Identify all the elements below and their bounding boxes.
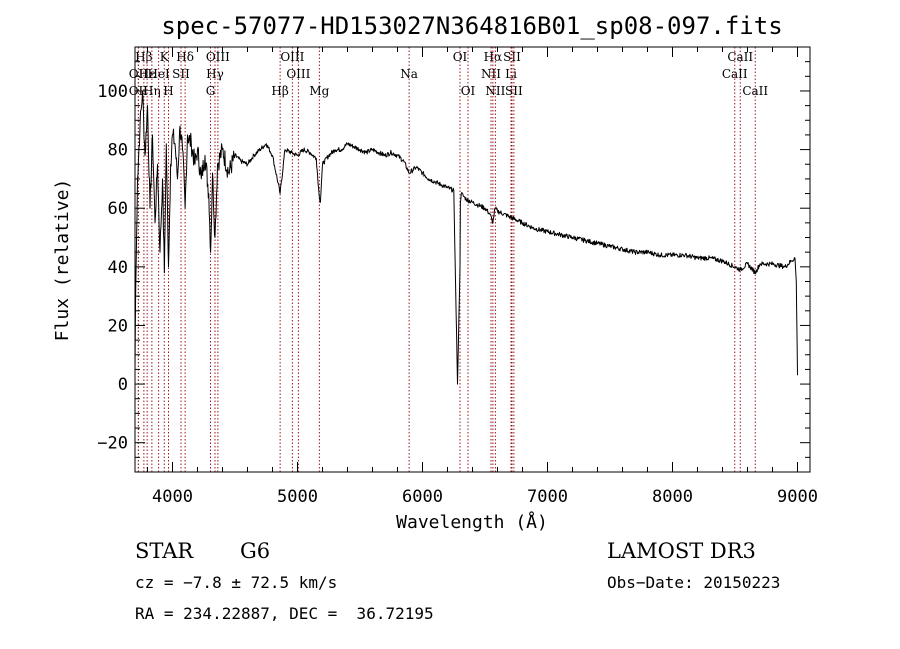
- y-tick-label: 60: [108, 199, 128, 219]
- axis-ticks: 4000 5000 6000 7000 8000 9000 −20 0 20 40 60 80 100: [97, 47, 818, 507]
- flux-series-line: [134, 90, 798, 385]
- x-tick-label: 5000: [277, 487, 318, 507]
- spectral-line-label: OII: [129, 67, 149, 81]
- y-tick-label: 80: [108, 141, 128, 161]
- y-tick-label: 0: [118, 375, 128, 395]
- x-axis-label: Wavelength (Å): [396, 511, 548, 533]
- spectral-line-label: Hβ: [135, 50, 152, 64]
- info-panel: STAR G6 LAMOST DR3 cz = −7.8 ± 72.5 km/s…: [135, 539, 780, 623]
- spectral-line-label: OI: [461, 84, 476, 98]
- class-label: STAR: [135, 539, 194, 563]
- y-tick-label: 100: [97, 82, 128, 102]
- x-tick-label: 9000: [777, 487, 818, 507]
- y-tick-label: 20: [108, 316, 128, 336]
- spectral-line-label: CaII: [722, 67, 748, 81]
- spectral-line-label: H: [163, 84, 173, 98]
- y-axis-label: Flux (relative): [52, 179, 73, 342]
- obs-date-text: Obs−Date: 20150223: [607, 573, 780, 592]
- spectral-line-label: OIII: [206, 50, 230, 64]
- spectral-line-label: Hη: [143, 84, 161, 98]
- x-tick-label: 8000: [652, 487, 693, 507]
- y-tick-label: −20: [97, 434, 128, 454]
- x-tick-label: 6000: [402, 487, 443, 507]
- spectral-line-label: Mg: [309, 84, 329, 98]
- spectral-line-label: Na: [400, 67, 418, 81]
- spectral-line-label: SII: [505, 84, 523, 98]
- spectral-line-label: NII: [485, 84, 505, 98]
- spectral-line-label: Hδ: [176, 50, 194, 64]
- survey-label: LAMOST DR3: [607, 539, 756, 563]
- spectral-line-label: OIII: [280, 50, 304, 64]
- x-tick-label: 4000: [152, 487, 193, 507]
- subclass-label: G6: [240, 539, 270, 563]
- spectral-line-label: K: [160, 50, 170, 64]
- series-layer: [134, 90, 798, 385]
- spectral-line-label: HeI: [147, 67, 170, 81]
- spectral-line-label: Hε: [139, 67, 156, 81]
- spectral-line-label: OI: [453, 50, 468, 64]
- spectral-line-label: Hγ: [206, 67, 224, 81]
- redshift-text: cz = −7.8 ± 72.5 km/s: [135, 573, 337, 592]
- spectral-line-label: G: [206, 84, 216, 98]
- spectral-line-label: SII: [172, 67, 190, 81]
- spectral-line-label: Hα: [484, 50, 503, 64]
- y-tick-label: 40: [108, 258, 128, 278]
- spectral-line-label: CaII: [742, 84, 768, 98]
- chart-title: spec-57077-HD153027N364816B01_sp08-097.f…: [161, 12, 782, 40]
- spectral-line-label: CaII: [727, 50, 753, 64]
- spectral-line-label: Li: [505, 67, 517, 81]
- spectral-line-label: NII: [481, 67, 501, 81]
- coordinates-text: RA = 234.22887, DEC = 36.72195: [135, 604, 434, 623]
- x-tick-label: 7000: [527, 487, 568, 507]
- spectral-line-label: Hβ: [271, 84, 288, 98]
- spectral-line-label: SII: [503, 50, 521, 64]
- spectral-line-label: OIII: [286, 67, 310, 81]
